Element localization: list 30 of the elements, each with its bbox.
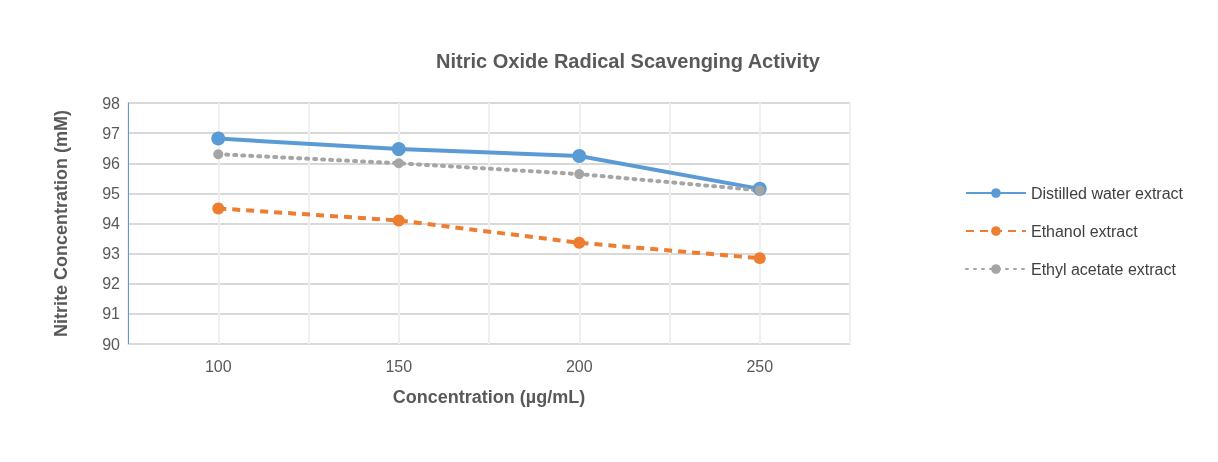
legend-label: Distilled water extract xyxy=(1030,184,1184,202)
point xyxy=(754,185,765,196)
point xyxy=(211,131,226,146)
y-tick-label: 98 xyxy=(102,94,121,112)
point xyxy=(573,236,586,249)
y-tick-label: 93 xyxy=(102,245,121,263)
point xyxy=(574,169,585,180)
x-tick-label: 100 xyxy=(204,357,232,375)
point xyxy=(213,149,224,160)
x-tick-label: 150 xyxy=(385,357,413,375)
legend-label: Ethyl acetate extract xyxy=(1030,260,1177,278)
point xyxy=(212,202,225,215)
y-tick-label: 95 xyxy=(102,184,121,202)
point xyxy=(572,149,587,164)
y-tick-label: 97 xyxy=(102,124,121,142)
point xyxy=(393,158,404,169)
x-tick-label: 200 xyxy=(565,357,593,375)
x-tick-label: 250 xyxy=(746,357,774,375)
point xyxy=(391,142,406,157)
y-axis-title: Nitrite Concentration (mM) xyxy=(51,110,71,337)
point xyxy=(392,214,405,227)
chart-title: Nitric Oxide Radical Scavenging Activity xyxy=(436,50,821,72)
y-tick-label: 91 xyxy=(102,305,121,323)
y-tick-label: 94 xyxy=(102,215,121,232)
y-tick-label: 90 xyxy=(102,335,121,353)
x-axis-title: Concentration (µg/mL) xyxy=(392,387,586,407)
legend-label: Ethanol extract xyxy=(1030,222,1139,240)
y-tick-label: 96 xyxy=(102,154,121,172)
point xyxy=(753,252,766,265)
y-tick-label: 92 xyxy=(102,275,121,293)
